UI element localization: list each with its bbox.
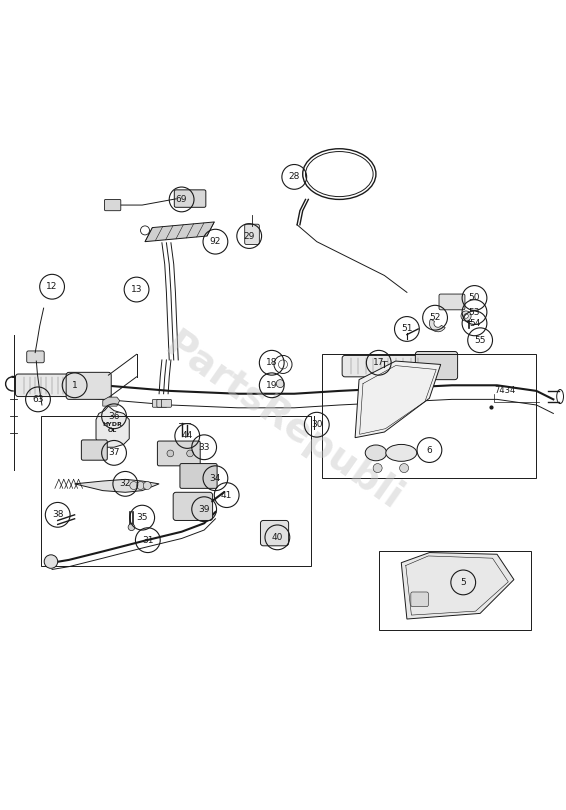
Text: 54: 54: [469, 319, 480, 328]
Circle shape: [44, 555, 58, 569]
FancyBboxPatch shape: [157, 399, 167, 407]
Wedge shape: [430, 319, 445, 332]
FancyBboxPatch shape: [260, 521, 289, 546]
Text: 13: 13: [131, 285, 142, 294]
Text: 40: 40: [272, 533, 283, 542]
Polygon shape: [355, 361, 441, 437]
Text: 35: 35: [136, 514, 148, 522]
Text: 17: 17: [373, 358, 384, 367]
Text: 6: 6: [427, 446, 432, 454]
FancyBboxPatch shape: [415, 352, 457, 380]
FancyBboxPatch shape: [173, 492, 213, 521]
Text: 41: 41: [221, 491, 233, 500]
Ellipse shape: [365, 445, 387, 461]
Text: 50: 50: [469, 293, 480, 302]
Text: 51: 51: [401, 325, 413, 334]
Text: 69: 69: [176, 195, 187, 204]
Text: 34: 34: [210, 474, 221, 483]
Text: 30: 30: [311, 420, 323, 429]
Polygon shape: [401, 552, 514, 619]
FancyBboxPatch shape: [66, 373, 111, 399]
Text: 31: 31: [142, 535, 153, 544]
Text: 38: 38: [52, 510, 63, 519]
Text: 7434: 7434: [494, 386, 516, 395]
Text: 37: 37: [108, 449, 120, 458]
Text: 63: 63: [32, 394, 44, 404]
Circle shape: [400, 463, 409, 472]
FancyBboxPatch shape: [174, 190, 206, 207]
Circle shape: [128, 524, 135, 531]
Circle shape: [373, 463, 382, 472]
Text: 39: 39: [199, 505, 210, 514]
Circle shape: [167, 450, 174, 457]
Text: 33: 33: [199, 443, 210, 452]
Circle shape: [464, 313, 468, 318]
FancyBboxPatch shape: [342, 356, 427, 377]
Text: 55: 55: [474, 335, 486, 345]
Polygon shape: [103, 397, 119, 406]
Circle shape: [130, 482, 138, 489]
FancyBboxPatch shape: [152, 399, 162, 407]
Text: 18: 18: [266, 358, 277, 367]
Circle shape: [136, 482, 144, 489]
Text: 92: 92: [210, 237, 221, 246]
Polygon shape: [96, 406, 129, 447]
FancyBboxPatch shape: [245, 224, 259, 245]
Circle shape: [187, 450, 194, 457]
FancyBboxPatch shape: [411, 592, 428, 607]
FancyBboxPatch shape: [439, 294, 465, 309]
FancyBboxPatch shape: [161, 399, 171, 407]
Text: 28: 28: [289, 173, 300, 181]
Text: 1: 1: [72, 381, 78, 390]
Text: 36: 36: [108, 411, 120, 420]
Text: 12: 12: [46, 282, 58, 292]
FancyBboxPatch shape: [180, 463, 217, 488]
Text: HYDR
ÖL: HYDR ÖL: [102, 422, 122, 433]
Text: 53: 53: [469, 308, 480, 317]
Text: 32: 32: [119, 480, 131, 488]
FancyBboxPatch shape: [157, 441, 200, 466]
Text: 44: 44: [182, 432, 193, 441]
Circle shape: [143, 482, 151, 489]
Circle shape: [461, 311, 471, 321]
Polygon shape: [75, 480, 159, 492]
FancyBboxPatch shape: [27, 351, 44, 363]
Text: 52: 52: [430, 313, 441, 322]
Ellipse shape: [386, 445, 417, 462]
Text: 29: 29: [243, 232, 255, 241]
Text: 5: 5: [460, 578, 466, 587]
FancyBboxPatch shape: [105, 199, 121, 211]
Text: PartsRepubli: PartsRepubli: [157, 326, 409, 518]
FancyBboxPatch shape: [82, 440, 108, 460]
Polygon shape: [145, 222, 215, 241]
Circle shape: [276, 380, 284, 387]
Text: 19: 19: [266, 381, 277, 390]
FancyBboxPatch shape: [15, 374, 72, 397]
